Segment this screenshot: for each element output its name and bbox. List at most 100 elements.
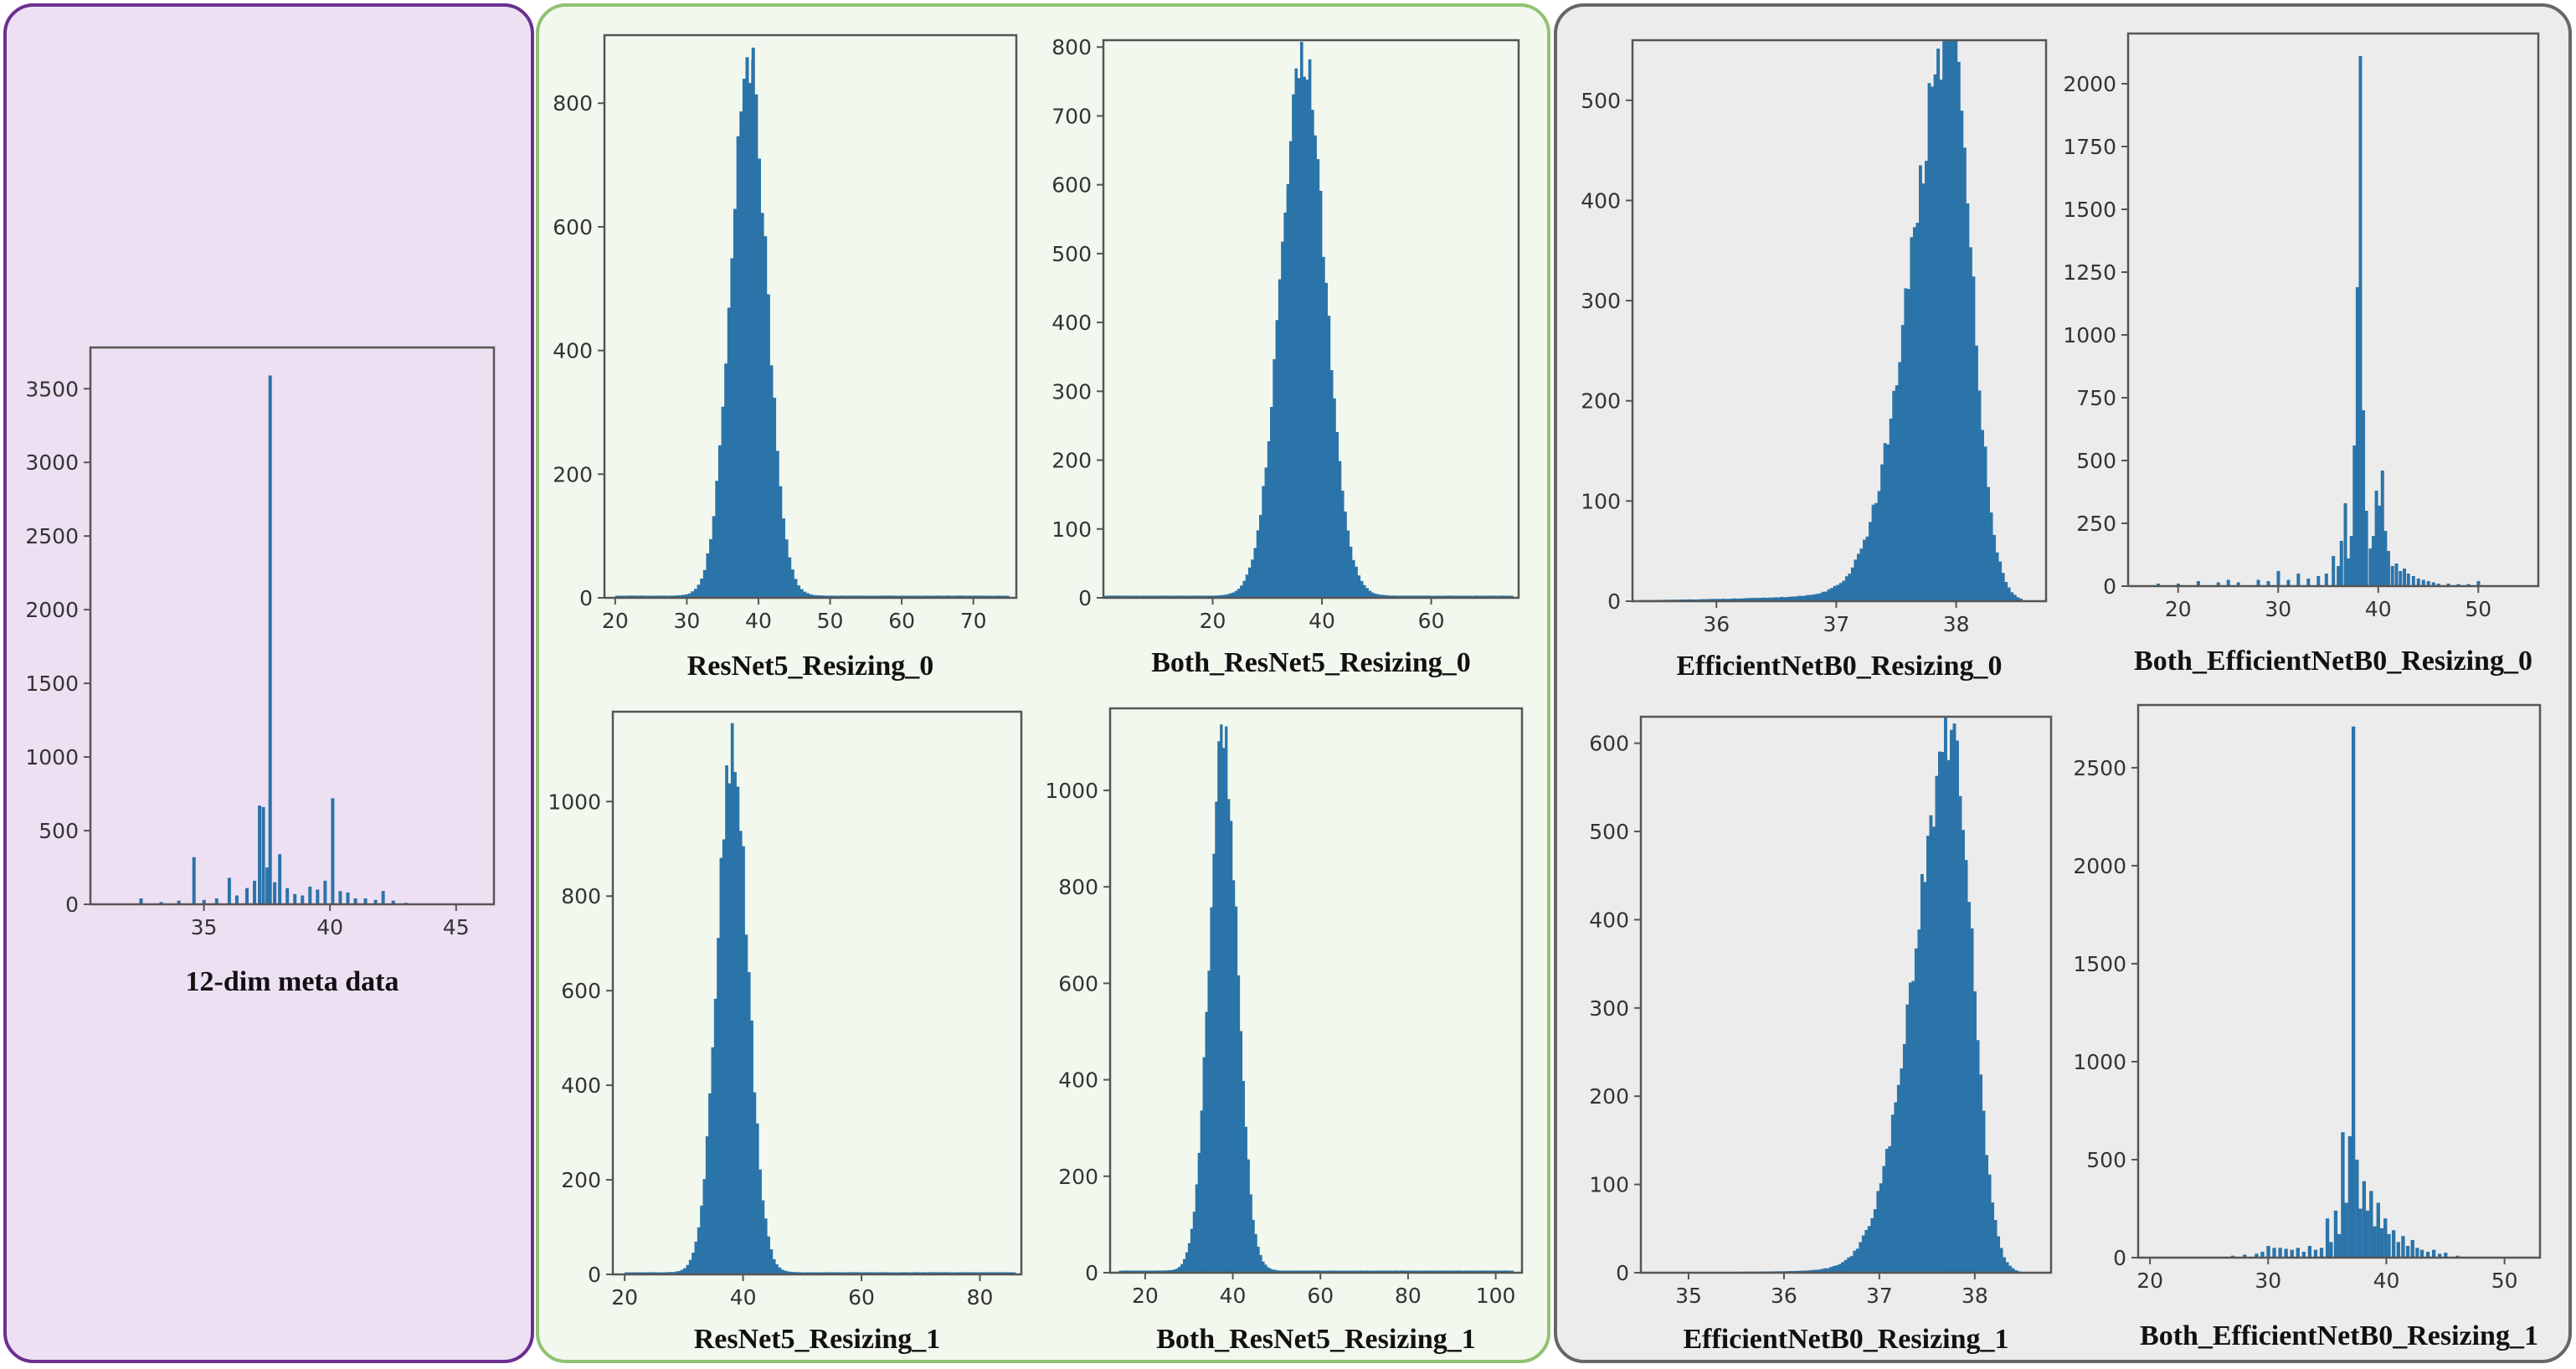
histogram-bar (887, 595, 892, 598)
histogram-bar (717, 445, 722, 598)
plot-area (2128, 33, 2538, 586)
histogram-bar (675, 1271, 678, 1274)
histogram-bar (261, 806, 265, 904)
x-tick-label: 40 (1309, 609, 1335, 633)
histogram-bar (1225, 726, 1228, 1273)
histogram-bar (214, 898, 219, 904)
histogram-bar (912, 1272, 916, 1274)
histogram-bar (2296, 574, 2301, 586)
histogram-bar (645, 595, 650, 598)
histogram-bar (728, 783, 732, 1274)
x-tick-label: 40 (2365, 597, 2392, 621)
histogram-bar (2376, 1202, 2380, 1258)
histogram-bar (1461, 595, 1465, 598)
histogram-bar (1226, 594, 1230, 598)
histogram-bar (1292, 94, 1295, 598)
histogram-bar (1935, 775, 1939, 1273)
histogram-bar (1474, 595, 1478, 598)
histogram-bar (864, 1272, 868, 1274)
histogram-bar (722, 839, 726, 1274)
histogram-bar (1210, 595, 1213, 598)
histogram-bar (825, 1272, 829, 1274)
histogram-bars (139, 375, 408, 904)
histogram-bar (857, 595, 861, 598)
histogram-bar (677, 1271, 681, 1274)
histogram-bars (2230, 726, 2460, 1258)
histogram-bar (1489, 595, 1492, 598)
histogram-bar (1257, 1246, 1260, 1273)
histogram-bar (1709, 599, 1713, 601)
histogram-bar (1379, 594, 1383, 598)
histogram-bar (1911, 980, 1915, 1273)
histogram-bar (1390, 595, 1394, 598)
histogram-bar (1195, 1184, 1199, 1273)
histogram-bar (830, 1272, 835, 1274)
histogram-bar (1853, 1250, 1857, 1273)
histogram-bar (1814, 1269, 1818, 1273)
histogram-bar (700, 1205, 703, 1274)
histogram-bar (884, 1272, 887, 1274)
histogram-bar (1812, 594, 1817, 601)
histogram-bar (1915, 222, 1920, 601)
histogram-bar (1997, 1236, 2001, 1273)
histogram-bar (1360, 580, 1364, 598)
histogram-bar (1291, 1270, 1294, 1273)
x-tick-label: 40 (730, 1285, 757, 1310)
histogram-bar (990, 1272, 994, 1274)
histogram-bar (1478, 595, 1481, 598)
histogram-bar (1253, 548, 1257, 598)
histogram-bar (1272, 1269, 1275, 1273)
x-tick-label: 50 (2491, 1269, 2518, 1293)
histogram-bar (1294, 68, 1298, 598)
histogram-bar (1218, 594, 1221, 598)
histogram-bar (1316, 1270, 1319, 1273)
histogram-bar (1422, 595, 1427, 598)
histogram-bar (293, 893, 297, 904)
y-tick-label: 500 (1581, 89, 1621, 113)
histogram-bar (2383, 531, 2388, 586)
histogram-bar (2157, 584, 2161, 586)
histogram-bar (1411, 595, 1416, 598)
histogram-bar (1912, 227, 1916, 601)
histogram-bar (1324, 282, 1328, 598)
histogram-bar (2349, 536, 2353, 586)
y-tick-label: 400 (553, 339, 593, 363)
histogram-bar (993, 1272, 996, 1274)
histogram-bar (1207, 595, 1211, 598)
histogram-bar (805, 593, 810, 598)
histogram-bar (1267, 1267, 1270, 1273)
x-tick-label: 20 (611, 1285, 638, 1310)
histogram-bar (391, 900, 395, 904)
y-tick-label: 100 (1051, 517, 1092, 542)
histogram-bar (2369, 1191, 2373, 1258)
histogram-bar (2399, 571, 2403, 586)
histogram-bar (1962, 830, 1965, 1273)
histogram-bar (1297, 78, 1301, 598)
histogram-bar (1471, 1270, 1474, 1273)
histogram-bar (836, 1272, 841, 1274)
y-tick-label: 2500 (2073, 756, 2126, 780)
histogram-bar (1842, 580, 1846, 601)
histogram-bar (1889, 418, 1893, 601)
y-tick-label: 1500 (2063, 198, 2116, 222)
histogram-bar (1972, 276, 1976, 601)
histogram-bar (686, 1264, 690, 1274)
histogram-bar (975, 595, 979, 598)
histogram-bar (702, 569, 707, 598)
histogram-bar (1439, 595, 1443, 598)
x-tick-label: 40 (2373, 1269, 2400, 1293)
histogram-bar (842, 595, 846, 598)
histogram-bar (1867, 1226, 1871, 1273)
histogram-bar (814, 1272, 818, 1274)
histogram-bar (2410, 1239, 2414, 1258)
histogram-bar (1278, 1270, 1283, 1273)
histogram-bar (1240, 585, 1243, 598)
histogram-bar (755, 1123, 759, 1274)
histogram-bar (1183, 1258, 1186, 1273)
histogram-bar (923, 1272, 927, 1274)
histogram-bar (1316, 159, 1320, 598)
histogram-bar (1829, 1267, 1833, 1273)
histogram-bar (2296, 1248, 2300, 1258)
histogram-bar (1145, 1270, 1149, 1273)
